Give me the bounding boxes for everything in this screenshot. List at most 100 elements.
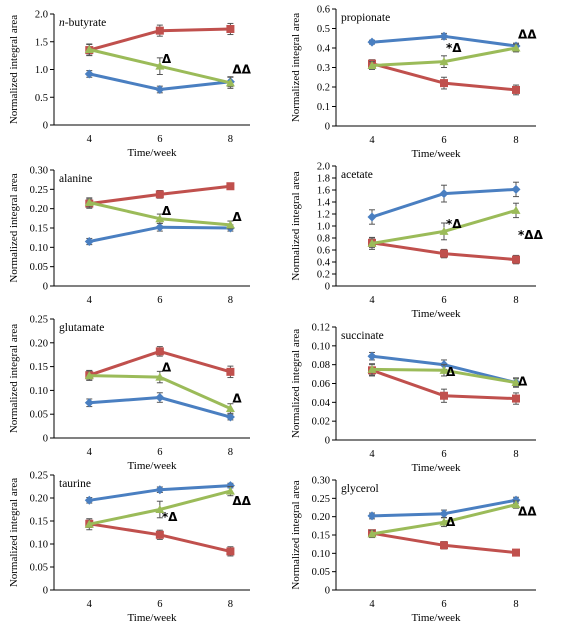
significance-marker: ΔΔ: [518, 505, 537, 519]
y-axis-label: Normalized integral area: [8, 173, 20, 282]
significance-marker: *Δ: [446, 41, 462, 55]
y-axis-label: Normalized integral area: [8, 478, 20, 587]
significance-marker: Δ: [446, 365, 456, 379]
y-tick-label: 1.0: [35, 65, 48, 76]
x-tick-label: 6: [441, 449, 446, 460]
data-point-triangle: [439, 57, 449, 66]
y-tick-label: 0: [43, 282, 48, 293]
chart-panel-3: 00.20.40.60.81.01.21.41.61.82.0 4 6 8 Time/w…: [290, 162, 544, 321]
data-point-diamond: [155, 485, 165, 495]
y-tick-label: 0.5: [35, 93, 48, 104]
y-tick-label: 0: [43, 121, 48, 132]
significance-marker: ΔΔ: [232, 494, 251, 508]
data-point-triangle: [84, 519, 94, 528]
x-tick-label: 6: [157, 295, 162, 306]
data-point-triangle: [225, 78, 235, 87]
y-tick-label: 0.05: [30, 410, 48, 421]
data-point-square: [440, 541, 448, 550]
x-axis-label: Time/week: [411, 308, 461, 320]
x-axis-label: Time/week: [127, 147, 177, 159]
x-tick-label: 4: [369, 295, 375, 306]
x-tick-label: 8: [513, 449, 518, 460]
data-point-triangle: [511, 43, 521, 52]
data-point-diamond: [84, 69, 94, 79]
y-tick-label: 0.20: [30, 494, 48, 505]
y-axis-label: Normalized integral area: [290, 329, 302, 438]
x-axis-label: Time/week: [127, 460, 177, 472]
x-tick-label: 6: [157, 134, 162, 145]
data-point-square: [512, 394, 520, 403]
data-point-triangle: [225, 403, 235, 412]
y-tick-label: 0.04: [312, 398, 331, 409]
data-point-diamond: [84, 398, 94, 408]
data-point-triangle: [155, 214, 165, 223]
y-tick-label: 0.4: [317, 258, 331, 269]
data-point-diamond: [367, 351, 377, 361]
y-tick-label: 2.0: [317, 162, 330, 173]
data-point-diamond: [84, 495, 94, 505]
x-tick-label: 4: [87, 295, 93, 306]
data-point-square: [155, 26, 164, 35]
panel-title: glycerol: [341, 483, 379, 495]
panel-title: alanine: [59, 173, 92, 185]
y-tick-label: 1.5: [35, 37, 48, 48]
y-tick-label: 0.25: [30, 471, 48, 482]
data-point-diamond: [225, 412, 235, 422]
y-tick-label: 1.8: [317, 174, 330, 185]
y-tick-label: 0.12: [312, 323, 330, 334]
data-point-diamond: [511, 184, 521, 194]
panel-title: n-butyrate: [59, 17, 106, 29]
data-point-square: [155, 190, 164, 199]
significance-marker: Δ: [162, 204, 172, 218]
x-tick-label: 4: [87, 599, 93, 610]
y-axis-label: Normalized integral area: [290, 13, 302, 122]
data-point-diamond: [84, 237, 94, 247]
x-tick-label: 8: [513, 295, 518, 306]
significance-marker: Δ: [162, 52, 172, 66]
data-point-diamond: [439, 509, 449, 519]
x-tick-label: 4: [87, 134, 93, 145]
x-tick-label: 4: [369, 599, 375, 610]
y-tick-label: 0.15: [30, 224, 48, 235]
x-tick-label: 6: [157, 599, 162, 610]
y-tick-label: 0.06: [312, 379, 330, 390]
y-axis-label: Normalized integral area: [290, 171, 302, 280]
data-point-diamond: [155, 393, 165, 403]
x-tick-label: 4: [87, 447, 93, 458]
significance-marker: Δ: [446, 515, 456, 529]
y-tick-label: 0.4: [317, 44, 331, 55]
data-point-diamond: [367, 37, 377, 47]
data-point-triangle: [511, 205, 521, 214]
data-point-square: [226, 182, 235, 191]
y-tick-label: 0.15: [30, 517, 48, 528]
x-tick-label: 8: [228, 599, 233, 610]
y-tick-label: 0.1: [317, 102, 330, 113]
y-tick-label: 1.2: [317, 210, 330, 221]
data-point-square: [440, 249, 448, 258]
x-tick-label: 8: [513, 135, 518, 146]
panel-title: taurine: [59, 478, 91, 490]
y-tick-label: 0.2: [317, 83, 330, 94]
x-tick-label: 6: [441, 135, 446, 146]
data-point-triangle: [367, 61, 377, 70]
x-tick-label: 6: [441, 295, 446, 306]
y-tick-label: 0.6: [317, 5, 330, 16]
y-axis-label: Normalized integral area: [290, 480, 302, 589]
data-point-diamond: [367, 212, 377, 222]
significance-marker: Δ: [232, 391, 242, 405]
y-tick-label: 2.0: [35, 10, 48, 21]
chart-panel-7: 0 0.05 0.10 0.15 0.20 0.25 0.30 4 6 8 Time/week Nor…: [290, 476, 537, 625]
data-point-triangle: [84, 371, 94, 380]
y-tick-label: 0.2: [317, 270, 330, 281]
data-point-square: [512, 85, 520, 94]
y-tick-label: 0.5: [317, 24, 330, 35]
y-tick-label: 0.20: [30, 204, 48, 215]
significance-marker: Δ: [518, 374, 528, 388]
x-tick-label: 6: [441, 599, 446, 610]
data-point-diamond: [155, 222, 165, 232]
data-point-triangle: [439, 517, 449, 526]
data-point-triangle: [367, 364, 377, 373]
data-point-triangle: [511, 378, 521, 387]
data-point-square: [155, 530, 164, 539]
